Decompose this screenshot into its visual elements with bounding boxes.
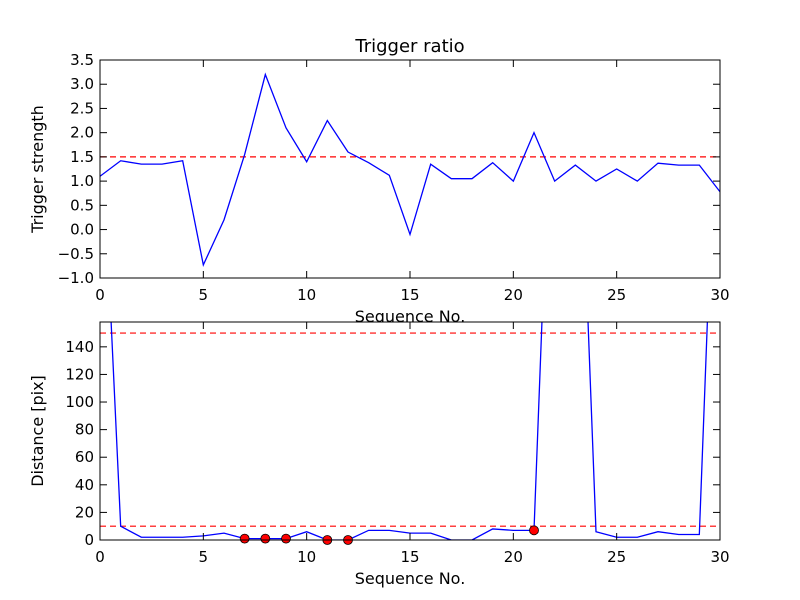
plot-area [100, 322, 720, 540]
chart-title: Trigger ratio [354, 36, 464, 57]
x-tick-label: 15 [400, 548, 419, 566]
x-tick-label: 15 [400, 286, 419, 304]
y-tick-label: 2.5 [70, 99, 94, 117]
x-tick-label: 20 [504, 286, 523, 304]
series-line-1 [100, 72, 720, 268]
y-tick-label: 80 [75, 421, 94, 439]
y-tick-label: 100 [65, 393, 94, 411]
y-tick-label: 1.0 [70, 172, 94, 190]
x-tick-label: 10 [297, 548, 316, 566]
x-tick-label: 20 [504, 548, 523, 566]
y-tick-label: 0.0 [70, 221, 94, 239]
y-tick-label: 2.0 [70, 124, 94, 142]
x-tick-label: 30 [710, 286, 729, 304]
subplot-1: 0 5 10 15 20 25 30 −1.0 −0.5 0.0 0.5 1.0 1.5 2.0 2.5 3.… [28, 36, 730, 326]
subplot-2: 0 5 10 15 20 25 30 0 20 40 60 80 100 120 140 Sequence N… [28, 321, 730, 588]
data-marker [260, 533, 271, 544]
y-tick-label: 120 [65, 365, 94, 383]
y-tick-label: 0 [84, 531, 94, 549]
y-axis-label: Distance [pix] [28, 375, 47, 487]
data-marker [239, 533, 250, 544]
y-tick-label: 3.5 [70, 51, 94, 69]
y-tick-label: 20 [75, 503, 94, 521]
x-axis-label: Sequence No. [355, 307, 466, 326]
y-tick-label: 140 [65, 338, 94, 356]
x-tick-label: 25 [607, 548, 626, 566]
x-tick-label: 25 [607, 286, 626, 304]
x-axis-label: Sequence No. [355, 569, 466, 588]
x-tick-label: 0 [95, 548, 105, 566]
x-tick-label: 0 [95, 286, 105, 304]
y-tick-label: −1.0 [58, 269, 94, 287]
y-tick-label: 1.5 [70, 148, 94, 166]
data-marker [529, 525, 539, 536]
y-axis-label: Trigger strength [28, 105, 47, 234]
x-tick-label: 5 [199, 286, 209, 304]
x-tick-label: 10 [297, 286, 316, 304]
data-marker [281, 533, 291, 544]
y-tick-label: 0.5 [70, 196, 94, 214]
x-tick-label: 5 [199, 548, 209, 566]
y-tick-label: 60 [75, 448, 94, 466]
y-tick-label: 3.0 [70, 75, 94, 93]
y-tick-label: 40 [75, 476, 94, 494]
y-tick-label: −0.5 [58, 245, 94, 263]
plot-area [100, 60, 720, 278]
x-tick-label: 30 [710, 548, 729, 566]
